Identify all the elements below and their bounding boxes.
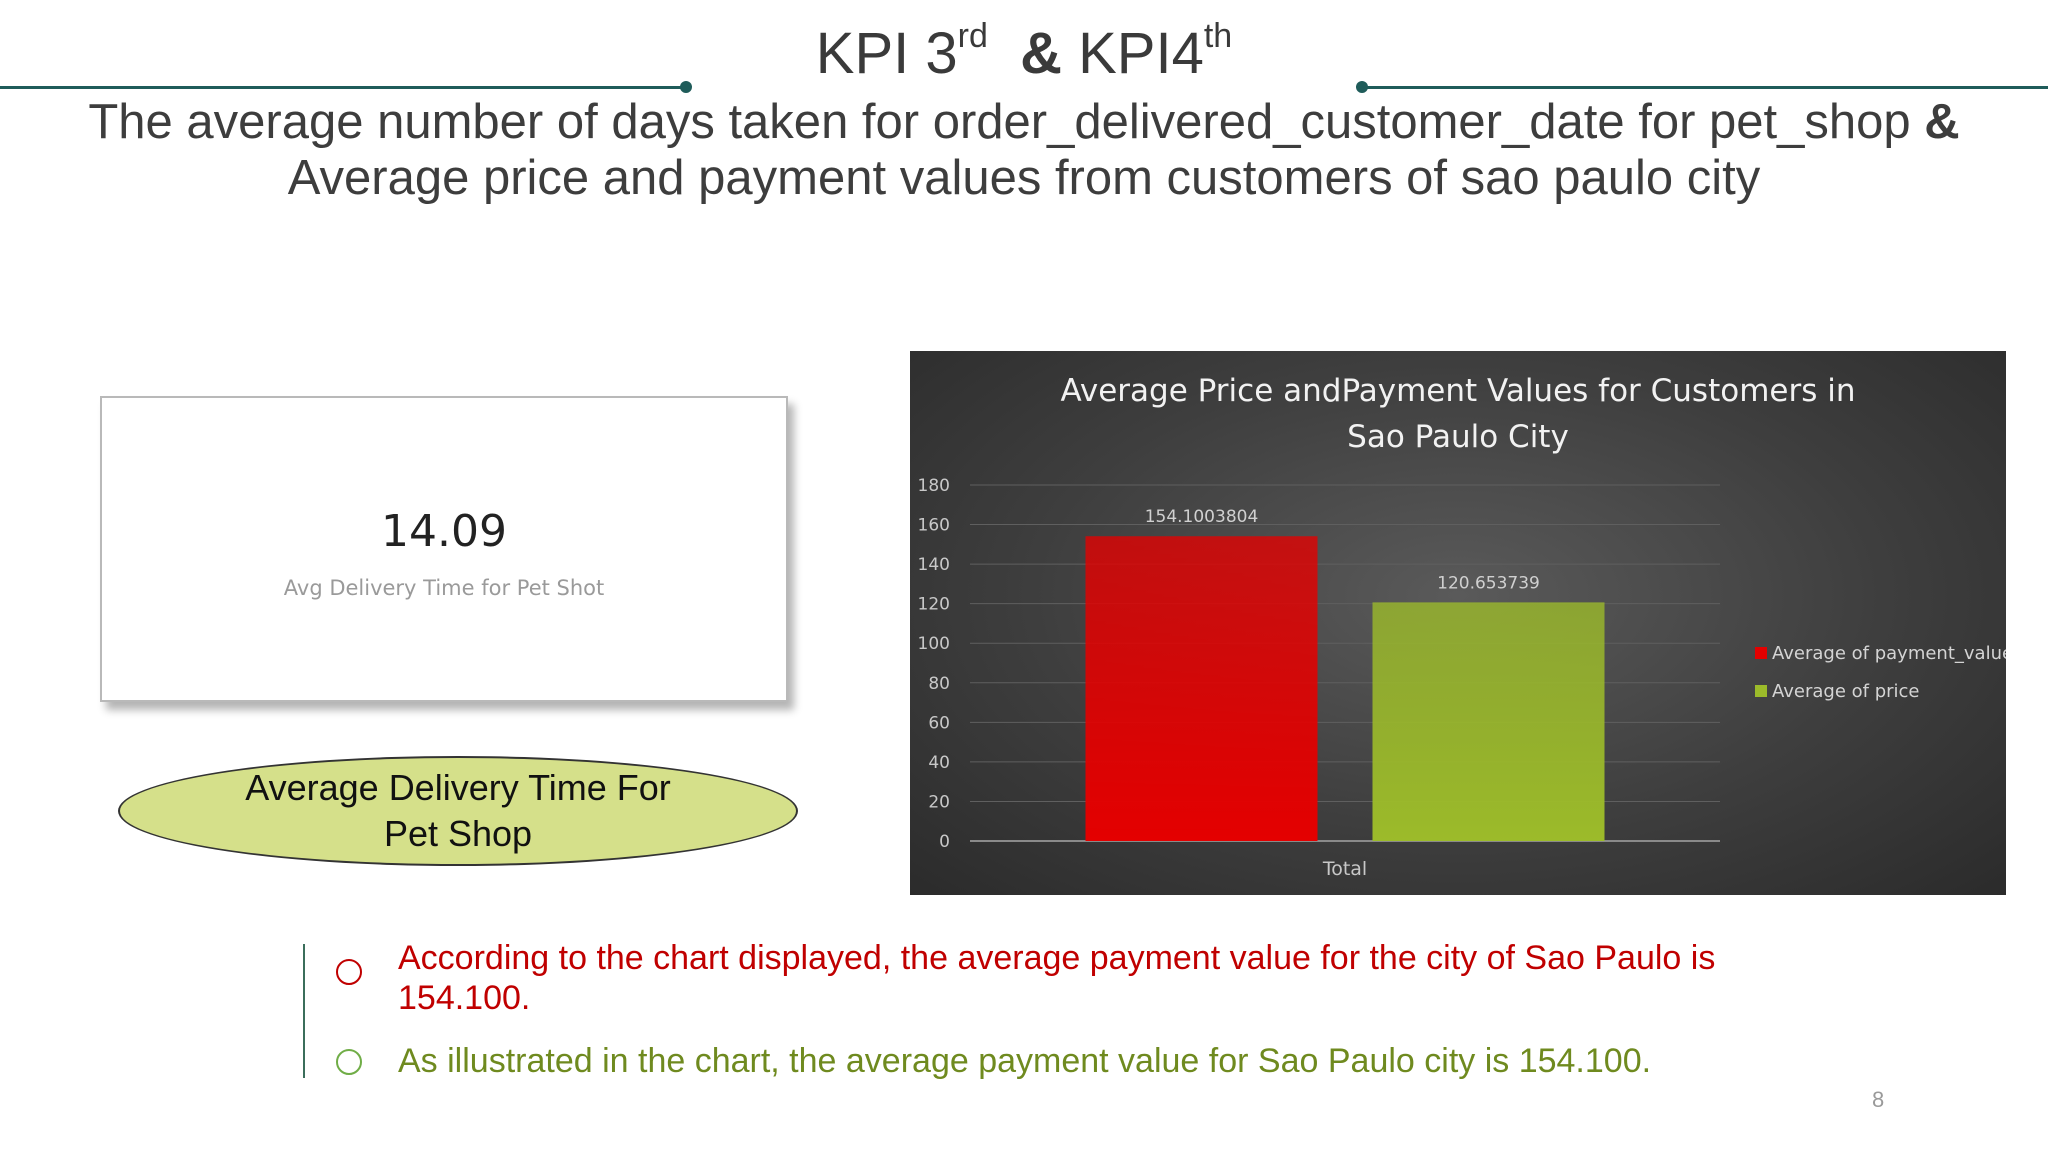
y-tick-label: 0 — [939, 832, 950, 852]
delivery-time-callout: Average Delivery Time For Pet Shop — [118, 756, 798, 866]
kpi-amp: & — [1020, 21, 1062, 86]
y-tick-label: 180 — [918, 476, 950, 496]
card-value: 14.09 — [381, 506, 507, 557]
bar-data-label: 120.653739 — [1437, 573, 1540, 593]
card-label: Avg Delivery Time for Pet Shot — [283, 576, 605, 600]
slide-title: KPI 3rd & KPI4th — [0, 17, 2048, 86]
callout-text-1: According to the chart displayed, the av… — [398, 939, 1716, 1017]
bar-chart-svg: Average Price andPayment Values for Cust… — [918, 373, 2006, 880]
kpi-left: KPI 3 — [815, 21, 958, 86]
legend-label: Average of price — [1772, 681, 1920, 702]
callout-text-2: As illustrated in the chart, the average… — [398, 1042, 1652, 1080]
callout-bullet-2 — [336, 1049, 362, 1075]
y-tick-label: 120 — [918, 595, 950, 615]
legend-swatch — [1755, 647, 1767, 659]
bar-payment-value — [1085, 536, 1318, 841]
subtitle-line1: The average number of days taken for ord… — [88, 95, 1911, 149]
bar-chart: Average Price andPayment Values for Cust… — [910, 351, 2006, 895]
callout-bullet-1 — [336, 959, 362, 985]
delivery-time-callout-label: Average Delivery Time For Pet Shop — [245, 767, 671, 854]
subtitle-amp: & — [1924, 95, 1960, 149]
y-tick-label: 80 — [928, 674, 950, 694]
legend-label: Average of payment_value — [1772, 643, 2006, 664]
bar-price — [1372, 602, 1605, 841]
y-tick-label: 20 — [928, 792, 950, 812]
subtitle-line2: Average price and payment values from cu… — [287, 151, 1761, 205]
kpi-right-sup: th — [1203, 17, 1233, 55]
legend-swatch — [1755, 685, 1767, 697]
x-tick-label: Total — [1322, 858, 1367, 880]
page-number: 8 — [1872, 1087, 1885, 1112]
callout-divider — [303, 944, 305, 1078]
title-rule-left — [0, 86, 688, 89]
kpi-right: KPI4 — [1078, 21, 1204, 86]
y-tick-label: 100 — [918, 634, 950, 654]
title-rule-left-dot — [680, 81, 692, 93]
y-tick-label: 160 — [918, 516, 950, 536]
bar-data-label: 154.1003804 — [1145, 507, 1259, 527]
y-tick-label: 140 — [918, 555, 950, 575]
title-rule-right — [1361, 86, 2048, 89]
kpi-left-sup: rd — [957, 17, 988, 55]
y-tick-label: 40 — [928, 753, 950, 773]
title-rule-right-dot — [1356, 81, 1368, 93]
chart-title-line2: Sao Paulo City — [1347, 419, 1569, 455]
chart-title-line1: Average Price andPayment Values for Cust… — [1061, 373, 1856, 409]
slide-subtitle: The average number of days taken for ord… — [0, 94, 2048, 206]
kpi-card: 14.09 Avg Delivery Time for Pet Shot — [100, 396, 788, 702]
y-tick-label: 60 — [928, 713, 950, 733]
